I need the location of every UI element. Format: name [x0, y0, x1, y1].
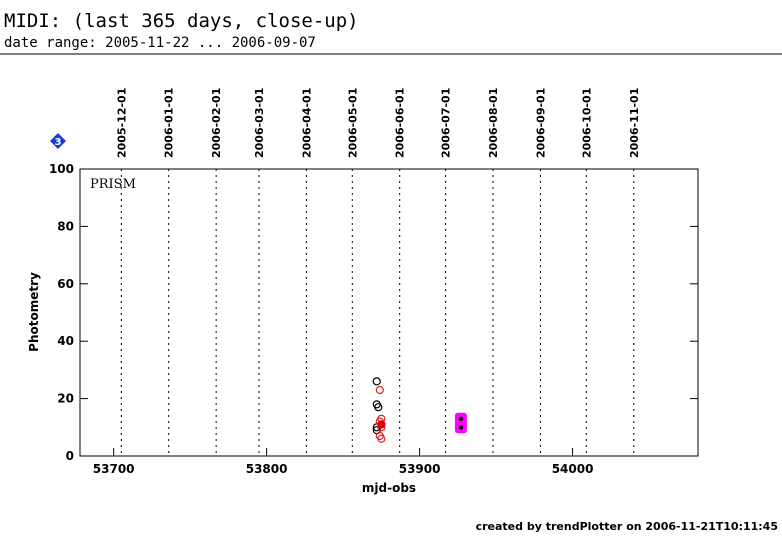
y-tick-label: 40: [57, 334, 74, 348]
date-tick-label: 2006-03-01: [253, 88, 266, 158]
annotation: PRISM: [90, 177, 136, 192]
y-axis-label: Photometry: [27, 272, 41, 352]
date-tick-label: 2006-07-01: [440, 88, 453, 158]
date-tick-label: 2006-08-01: [487, 88, 500, 158]
date-tick-label: 2006-04-01: [300, 88, 313, 158]
point: [375, 385, 384, 395]
date-tick-label: 2005-12-01: [115, 88, 128, 158]
x-tick-label: 54000: [552, 462, 594, 476]
box-dot: [458, 425, 464, 430]
date-tick-label: 2006-06-01: [394, 88, 407, 158]
y-tick-label: 80: [57, 219, 74, 233]
point: [377, 420, 386, 429]
date-tick-label: 2006-09-01: [534, 88, 547, 158]
badge-diamond: [50, 133, 66, 149]
y-tick-label: 100: [49, 162, 74, 176]
x-tick-label: 53700: [93, 462, 135, 476]
x-axis-label: mjd-obs: [362, 481, 416, 495]
date-tick-label: 2006-05-01: [346, 88, 359, 158]
date-tick-label: 2006-10-01: [580, 88, 593, 158]
chart-title: MIDI: (last 365 days, close-up): [4, 10, 359, 32]
point: [372, 377, 381, 386]
date-tick-label: 2006-11-01: [628, 88, 641, 158]
x-tick-label: 53900: [399, 462, 441, 476]
point: [374, 403, 383, 412]
y-tick-label: 0: [66, 449, 74, 463]
date-tick-label: 2006-02-01: [210, 88, 223, 158]
plot-frame: [79, 168, 699, 457]
date-tick-label: 2006-01-01: [163, 88, 176, 158]
footer: created by trendPlotter on 2006-11-21T10…: [476, 520, 778, 533]
box-dot: [458, 416, 464, 421]
point: [377, 434, 386, 443]
chart-subtitle: date range: 2005-11-22 ... 2006-09-07: [4, 35, 316, 51]
y-tick-label: 20: [57, 392, 74, 406]
badge: 3: [55, 137, 62, 148]
x-tick-label: 53800: [246, 462, 288, 476]
y-tick-label: 60: [57, 277, 74, 291]
